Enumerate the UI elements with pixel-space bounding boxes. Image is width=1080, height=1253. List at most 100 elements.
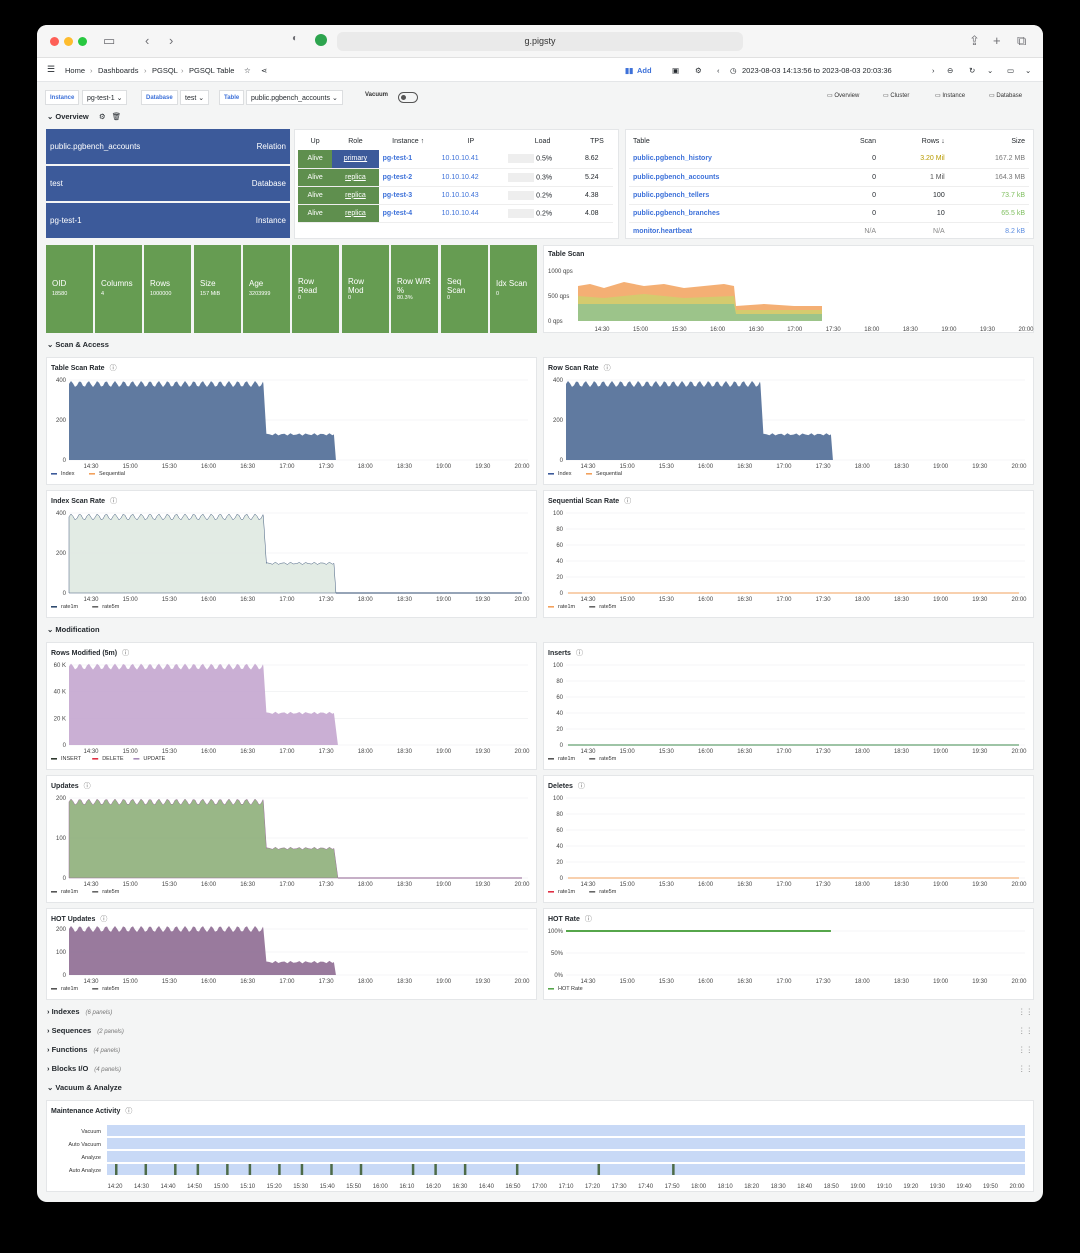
- info-icon: ⓘ: [109, 365, 117, 372]
- tv-mode-icon[interactable]: ▭: [1007, 66, 1015, 75]
- overview-database[interactable]: test Database: [46, 166, 290, 201]
- share-dashboard-icon[interactable]: ⋖: [261, 66, 268, 75]
- x-tick-label: 18:00: [855, 464, 871, 470]
- y-tick-label: 0%: [554, 973, 563, 979]
- table-row: public.pgbench_history 0 3.20 Mil 167.2 MB: [629, 150, 1029, 169]
- x-tick-label: 19:00: [850, 1184, 866, 1190]
- stat-size[interactable]: Size 157 MiB: [194, 245, 241, 333]
- add-icon[interactable]: ▮▮: [625, 66, 634, 75]
- minimize-window-button[interactable]: [64, 37, 73, 46]
- stat-columns[interactable]: Columns 4: [95, 245, 142, 333]
- x-tick-label: 16:30: [240, 464, 256, 470]
- panel-title: Table Scan Rate ⓘ: [51, 365, 117, 372]
- time-back-icon[interactable]: ‹: [717, 66, 720, 75]
- row-blocks-io[interactable]: › Blocks I/O (4 panels) ⋮⋮: [47, 1064, 1033, 1073]
- panel-hot-rate: HOT Rate ⓘ 100% 50% 0% 14:30 15:00 15:30 16:00 1…: [543, 908, 1034, 1000]
- stat-oid[interactable]: OID 18580: [46, 245, 93, 333]
- y-tick-label: 60: [556, 543, 563, 549]
- stat-idx-scan[interactable]: Idx Scan 0: [490, 245, 537, 333]
- x-tick-label: 16:00: [698, 597, 714, 603]
- breadcrumb-pgsql[interactable]: PGSQL: [152, 66, 178, 75]
- stat-row-read[interactable]: Row Read 0: [292, 245, 339, 333]
- add-button[interactable]: Add: [637, 66, 652, 75]
- clock-icon[interactable]: ◷: [730, 66, 737, 75]
- y-tick-label: 50%: [551, 951, 564, 957]
- series-area: [68, 798, 339, 879]
- lane-label: Auto Vacuum: [68, 1142, 101, 1148]
- x-tick-label: 19:30: [475, 882, 491, 888]
- x-tick-label: 20:00: [514, 464, 530, 470]
- zoom-out-icon[interactable]: ⊖: [947, 66, 954, 75]
- sidebar-icon[interactable]: ▭: [103, 33, 116, 48]
- share-icon[interactable]: ⇪: [969, 33, 980, 48]
- close-window-button[interactable]: [50, 37, 59, 46]
- settings-icon[interactable]: ⚙: [695, 66, 702, 75]
- tabs-overview-icon[interactable]: ⧉: [1017, 33, 1027, 48]
- time-forward-icon[interactable]: ›: [932, 66, 935, 75]
- stat-rows[interactable]: Rows 1000000: [144, 245, 191, 333]
- y-tick-label: 80: [556, 679, 563, 685]
- time-range-picker[interactable]: 2023-08-03 14:13:56 to 2023-08-03 20:03:…: [742, 66, 892, 75]
- y-tick-label: 0: [560, 876, 564, 882]
- breadcrumb-home[interactable]: Home: [65, 66, 86, 75]
- stat-row-wr[interactable]: Row W/R % 80.3%: [391, 245, 438, 333]
- x-tick-label: 19:30: [972, 597, 988, 603]
- zoom-window-button[interactable]: [78, 37, 87, 46]
- auto-analyze-event: [144, 1164, 148, 1175]
- auto-analyze-event: [597, 1164, 601, 1175]
- x-tick-label: 15:30: [162, 464, 178, 470]
- overview-relation[interactable]: public.pgbench_accounts Relation: [46, 129, 290, 164]
- link-overview[interactable]: ▭ Overview: [827, 93, 860, 99]
- overview-instance[interactable]: pg-test-1 Instance: [46, 203, 290, 238]
- grafana-navbar: ☰ Home › Dashboards › PGSQL › PGSQL Tabl…: [37, 58, 1043, 82]
- x-tick-label: 15:10: [240, 1184, 256, 1190]
- link-database[interactable]: ▭ Database: [989, 93, 1023, 99]
- link-instance[interactable]: ▭ Instance: [935, 93, 966, 99]
- row-indexes[interactable]: › Indexes (6 panels) ⋮⋮: [47, 1007, 1033, 1016]
- link-cluster[interactable]: ▭ Cluster: [883, 93, 910, 99]
- x-tick-label: 17:30: [319, 464, 335, 470]
- back-icon[interactable]: ‹: [145, 33, 150, 48]
- forward-icon[interactable]: ›: [169, 33, 174, 48]
- collapse-chevron-icon[interactable]: ⌄: [1025, 66, 1032, 75]
- row-overview[interactable]: ⌄ Overview ⚙ 🗑: [47, 112, 122, 121]
- star-icon[interactable]: ☆: [244, 66, 251, 75]
- row-scan-access[interactable]: ⌄ Scan & Access: [47, 340, 109, 349]
- database-select[interactable]: test ⌄: [180, 90, 210, 105]
- row-modification[interactable]: ⌄ Modification: [47, 625, 100, 634]
- x-tick-label: 17:30: [319, 597, 335, 603]
- refresh-icon[interactable]: ↻: [969, 66, 976, 75]
- table-select[interactable]: public.pgbench_accounts ⌄: [246, 90, 343, 105]
- row-sequences[interactable]: › Sequences (2 panels) ⋮⋮: [47, 1026, 1033, 1035]
- shield-icon[interactable]: ◐: [292, 33, 299, 44]
- stat-seq-scan[interactable]: Seq Scan 0: [441, 245, 488, 333]
- x-tick-label: 19:00: [933, 749, 949, 755]
- menu-icon[interactable]: ☰: [47, 64, 56, 74]
- vacuum-toggle[interactable]: [398, 92, 418, 103]
- legend-swatch: [51, 988, 57, 990]
- info-icon: ⓘ: [577, 783, 585, 790]
- refresh-interval-chevron-icon[interactable]: ⌄: [987, 66, 994, 75]
- x-tick-label: 15:20: [267, 1184, 283, 1190]
- stat-age[interactable]: Age 3203999: [243, 245, 290, 333]
- address-bar[interactable]: g.pigsty: [337, 32, 743, 51]
- row-functions[interactable]: › Functions (4 panels) ⋮⋮: [47, 1045, 1033, 1054]
- x-tick-label: 17:00: [279, 597, 295, 603]
- y-tick-label: 40 K: [54, 690, 66, 696]
- browser-window: ▭ ‹ › ◐ g.pigsty ⇪ + ⧉ ☰ Home › Dashboar…: [37, 25, 1043, 1202]
- stat-row-mod[interactable]: Row Mod 0: [342, 245, 389, 333]
- legend-swatch: [589, 891, 596, 893]
- new-tab-icon[interactable]: +: [993, 33, 1001, 48]
- breadcrumb-dashboards[interactable]: Dashboards: [98, 66, 139, 75]
- deletes-chart: 100 80 60 40 20 0 14:30 15:00 15:30 16:00 16:30 17:…: [548, 796, 1027, 895]
- save-icon[interactable]: ▣: [672, 66, 680, 75]
- x-tick-label: 19:00: [436, 749, 452, 755]
- extension-icon[interactable]: [315, 34, 327, 46]
- x-tick-label: 17:30: [319, 749, 335, 755]
- legend-label: rate1m: [61, 604, 79, 610]
- panel-title: Deletes ⓘ: [548, 783, 585, 790]
- x-tick-label: 14:40: [161, 1184, 177, 1190]
- instance-select[interactable]: pg-test-1 ⌄: [82, 90, 128, 105]
- row-vacuum-analyze[interactable]: ⌄ Vacuum & Analyze: [47, 1083, 122, 1092]
- x-tick-label: 15:30: [659, 749, 675, 755]
